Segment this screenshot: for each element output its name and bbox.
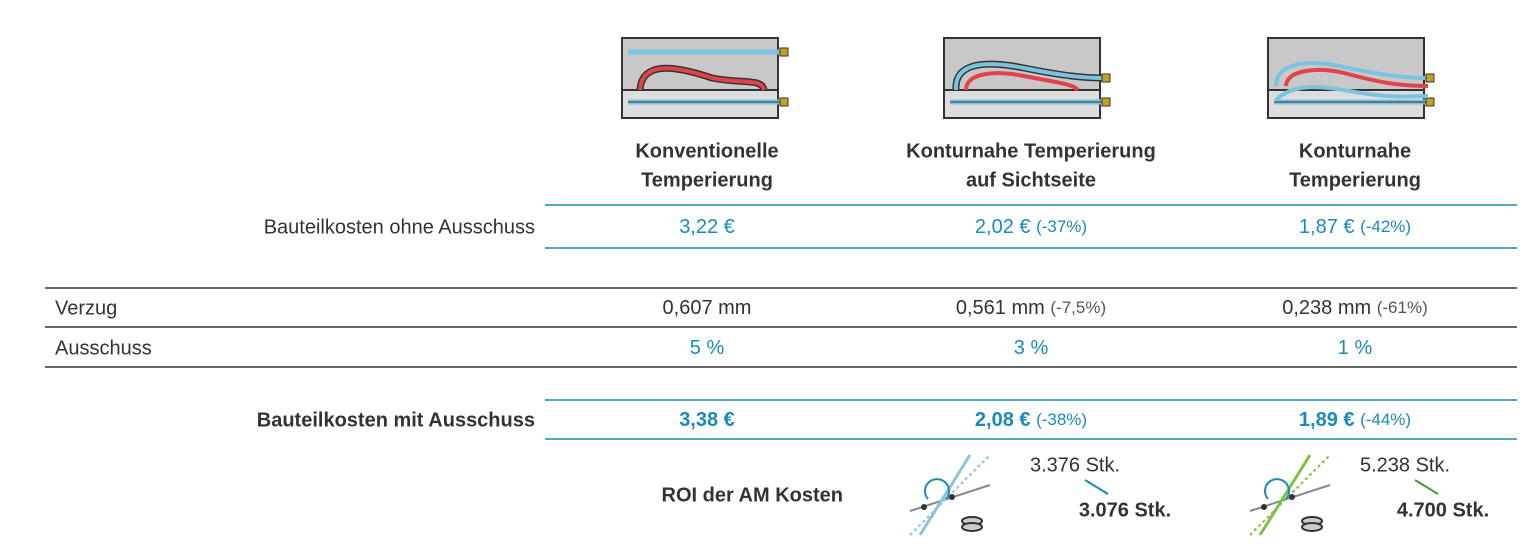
row-label: Bauteilkosten ohne Ausschuss [264, 216, 535, 238]
cell-value: 2,08 € [975, 409, 1031, 431]
arrow [1084, 479, 1109, 495]
column-title: Konturnahe [1299, 140, 1411, 162]
cell-change: (-7,5%) [1050, 298, 1106, 317]
column-title: auf Sichtseite [966, 169, 1096, 191]
cell: 1,89 € (-44%) [1299, 409, 1411, 431]
column-title: Temperierung [641, 169, 773, 191]
cell: 2,08 € (-38%) [975, 409, 1087, 431]
roi-to: 3.076 Stk. [1079, 499, 1171, 521]
cell-value: 1 % [1338, 337, 1373, 359]
cell-value: 2,02 € [975, 216, 1031, 238]
column-title: Konventionelle [635, 140, 778, 162]
cell: 0,238 mm (-61%) [1282, 297, 1428, 319]
cell-value: 1,89 € [1299, 409, 1355, 431]
column-title: Temperierung [1289, 169, 1421, 191]
cell: 5 % [690, 337, 725, 359]
cell: 3,22 € [679, 216, 735, 238]
cell: 2,02 € (-37%) [975, 216, 1087, 238]
row-label: Verzug [55, 297, 117, 319]
cell-value: 1,87 € [1299, 216, 1355, 238]
cell-value: 3 % [1014, 337, 1049, 359]
column-title: Konturnahe Temperierung [906, 140, 1156, 162]
mold-icon [622, 38, 788, 118]
row-label: Ausschuss [55, 337, 152, 359]
roi-to: 4.700 Stk. [1397, 499, 1489, 521]
cell: 0,607 mm [663, 297, 752, 319]
cell-value: 0,238 mm [1282, 297, 1371, 319]
cell-change: (-38%) [1036, 410, 1087, 429]
cell-value: 3,22 € [679, 216, 735, 238]
cell: 3 % [1014, 337, 1049, 359]
cell-change: (-42%) [1360, 217, 1411, 236]
cell-change: (-61%) [1377, 298, 1428, 317]
cell-value: 0,607 mm [663, 297, 752, 319]
cell: 3,38 € [679, 409, 735, 431]
roi-icon [909, 454, 991, 536]
arrow [1414, 479, 1439, 495]
roi-icon [1249, 454, 1331, 536]
cell-change: (-44%) [1360, 410, 1411, 429]
cell: 0,561 mm (-7,5%) [956, 297, 1106, 319]
mold-icon [1268, 38, 1434, 118]
cell-change: (-37%) [1036, 217, 1087, 236]
cell: 1,87 € (-42%) [1299, 216, 1411, 238]
cell-value: 0,561 mm [956, 297, 1045, 319]
roi-from: 3.376 Stk. [1030, 454, 1120, 476]
cell-value: 5 % [690, 337, 725, 359]
mold-icon [944, 38, 1110, 118]
cell: 1 % [1338, 337, 1373, 359]
roi-from: 5.238 Stk. [1360, 454, 1450, 476]
row-label: Bauteilkosten mit Ausschuss [257, 409, 535, 431]
row-label: ROI der AM Kosten [662, 484, 844, 506]
cell-value: 3,38 € [679, 409, 735, 431]
